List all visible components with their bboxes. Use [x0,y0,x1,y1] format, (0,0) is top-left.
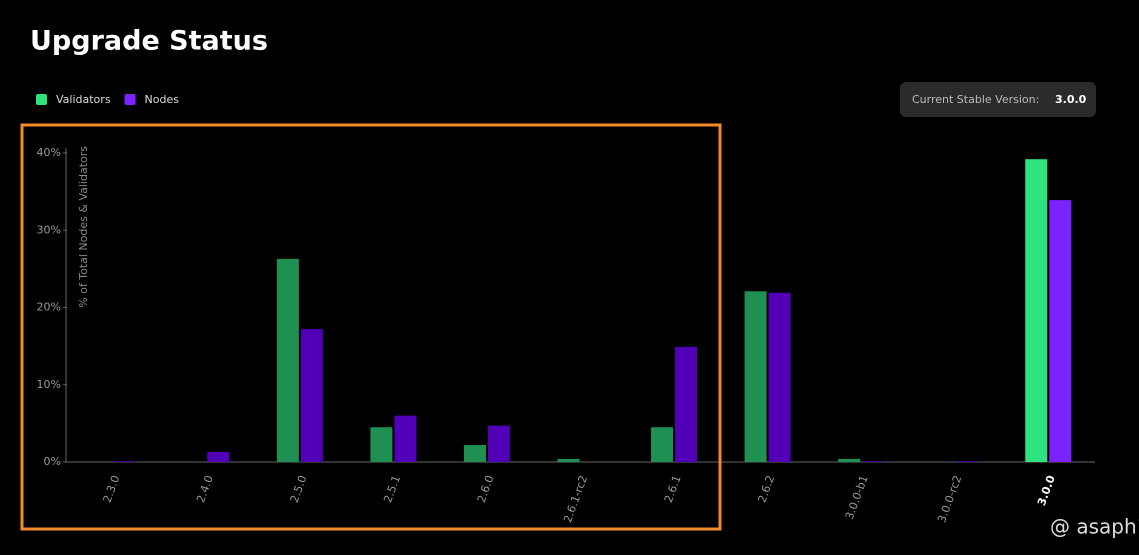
legend-label: Validators [56,93,111,106]
bar [1025,159,1048,462]
bar [651,427,674,462]
bar [276,258,299,462]
bar [1049,200,1072,462]
bar [744,291,767,462]
chart-title: Upgrade Status [30,26,268,57]
bar [955,461,978,462]
y-tick-label: 10% [37,378,61,391]
legend-swatch [36,94,47,105]
bar [862,461,885,462]
legend-swatch [124,94,136,105]
y-axis-label: % of Total Nodes & Validators [77,146,90,308]
legend: Validators Nodes [36,93,179,106]
y-tick-label: 30% [37,223,61,236]
y-tick-label: 0% [44,455,61,468]
bar [557,458,580,462]
bar [675,346,698,462]
stable-version: 3.0.0 [1055,93,1087,106]
highlight-box [20,123,722,531]
bar [768,292,791,462]
bar [370,427,393,462]
bar [394,415,417,462]
bar [463,445,486,462]
bar [300,329,323,462]
y-tick-label: 40% [37,146,61,159]
plot: 0%10%20%30%40%2.3.0 2.4.0 2.5.0 2.5.1 2.6.0 2… [37,146,1095,524]
y-tick-label: 20% [37,301,61,314]
stable-version-label: Current Stable Version: [912,93,1039,106]
bar [838,458,861,462]
stable-version-badge [900,82,1096,117]
bar [113,461,136,462]
watermark: @ asaph1 [1050,515,1139,539]
legend-label: Nodes [145,93,180,106]
bar [487,425,510,462]
bar [207,451,230,462]
